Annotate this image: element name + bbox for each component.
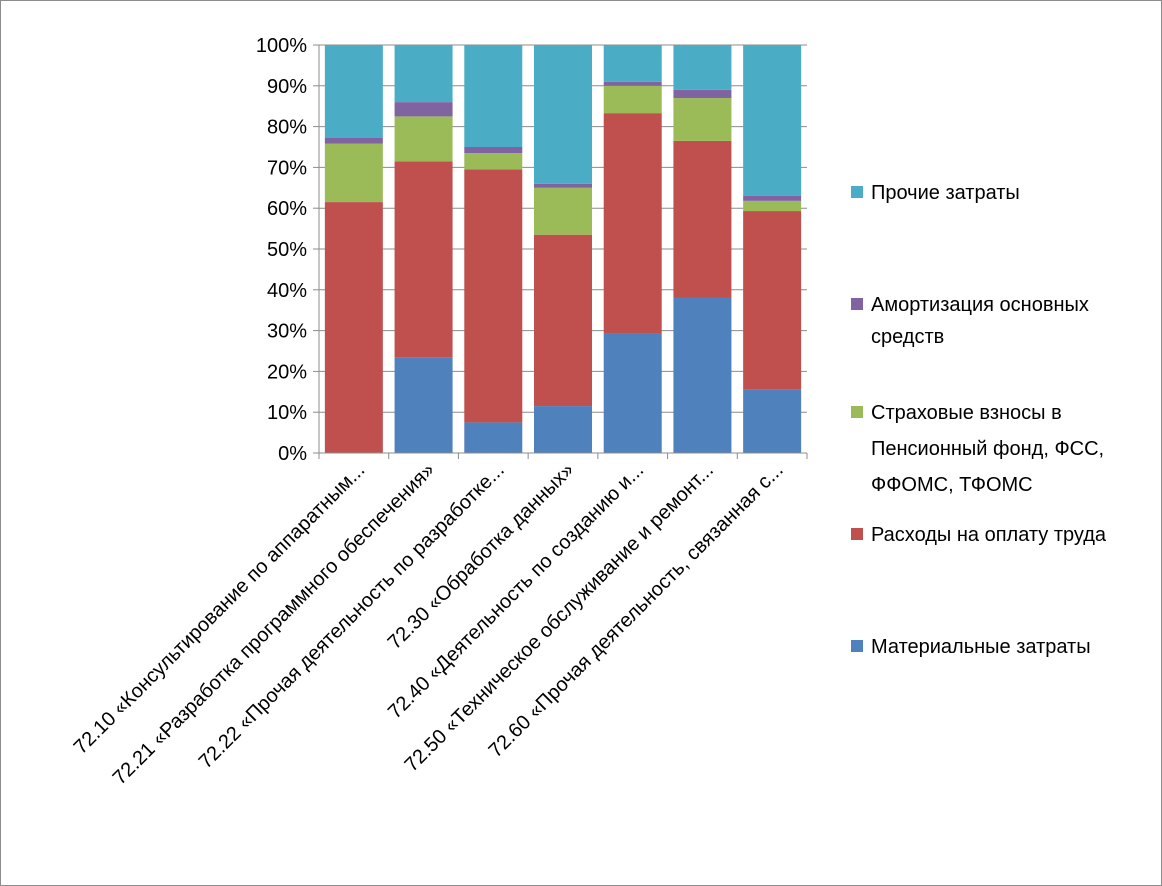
bar-segment xyxy=(324,202,383,453)
bar-segment xyxy=(324,143,383,203)
legend: Прочие затраты Амортизация основных средст… xyxy=(851,182,1107,658)
x-category-label: 72.40 «Деятельность по созданию и... xyxy=(384,459,648,723)
bar-segment xyxy=(603,45,662,82)
y-tick-label: 50% xyxy=(267,239,307,261)
bars xyxy=(324,45,802,453)
bar-segment xyxy=(673,89,732,99)
y-tick-label: 20% xyxy=(267,361,307,383)
bar-segment xyxy=(743,195,802,201)
bar-segment xyxy=(603,81,662,86)
x-category-labels: 72.10 «Консультирование по аппаратным...… xyxy=(70,459,788,789)
bar-segment xyxy=(394,102,453,117)
bar-segment xyxy=(743,389,802,453)
bar-segment xyxy=(534,183,592,188)
y-tick-label: 0% xyxy=(278,443,307,465)
bar-segment xyxy=(603,85,662,114)
x-category-label: 72.21 «Разработка программного обеспечен… xyxy=(109,459,439,789)
bar-segment xyxy=(743,200,802,212)
bar-segment xyxy=(534,406,592,453)
bar-segment xyxy=(673,297,732,453)
bar-segment xyxy=(673,140,732,298)
bar-segment xyxy=(464,422,523,453)
bar-segment xyxy=(324,45,383,138)
y-tick-labels: 0% 10% 20% 30% 40% 50% 60% 70% 80% 90% 100% xyxy=(256,35,307,465)
bar-segment xyxy=(464,153,523,170)
bar-segment xyxy=(743,211,802,390)
bar-segment xyxy=(464,147,523,154)
bar-segment xyxy=(603,113,662,334)
y-tick-label: 60% xyxy=(267,198,307,220)
bar-segment xyxy=(534,187,592,235)
y-tick-label: 90% xyxy=(267,76,307,98)
legend-swatch xyxy=(851,640,863,652)
legend-label: средств xyxy=(871,326,944,348)
bar-segment xyxy=(534,45,592,184)
bar-segment xyxy=(464,169,523,423)
legend-label: ФФОМС, ТФОМС xyxy=(871,474,1033,496)
y-tick-label: 40% xyxy=(267,280,307,302)
y-tick-label: 10% xyxy=(267,402,307,424)
y-tick-label: 30% xyxy=(267,321,307,343)
legend-label: Материальные затраты xyxy=(871,636,1091,658)
legend-swatch xyxy=(851,406,863,418)
legend-label: Расходы на оплату труда xyxy=(871,524,1107,546)
legend-swatch xyxy=(851,528,863,540)
legend-swatch xyxy=(851,186,863,198)
legend-label: Пенсионный фонд, ФСС, xyxy=(871,438,1104,460)
bar-segment xyxy=(673,98,732,141)
bar-segment xyxy=(394,161,453,358)
legend-label: Прочие затраты xyxy=(871,182,1020,204)
bar-segment xyxy=(324,137,383,144)
x-category-label: 72.10 «Консультирование по аппаратным... xyxy=(70,459,370,759)
y-tick-label: 70% xyxy=(267,157,307,179)
bar-segment xyxy=(673,45,732,90)
legend-swatch xyxy=(851,298,863,310)
axes xyxy=(313,44,808,459)
legend-label: Амортизация основных xyxy=(871,294,1089,316)
bar-segment xyxy=(394,116,453,162)
bar-segment xyxy=(743,45,802,196)
legend-label: Страховые взносы в xyxy=(871,402,1062,424)
bar-segment xyxy=(394,45,453,103)
bar-segment xyxy=(394,357,453,453)
bar-segment xyxy=(464,45,523,147)
y-tick-label: 80% xyxy=(267,117,307,139)
bar-segment xyxy=(534,234,592,407)
bar-segment xyxy=(603,333,662,453)
y-tick-label: 100% xyxy=(256,35,307,57)
